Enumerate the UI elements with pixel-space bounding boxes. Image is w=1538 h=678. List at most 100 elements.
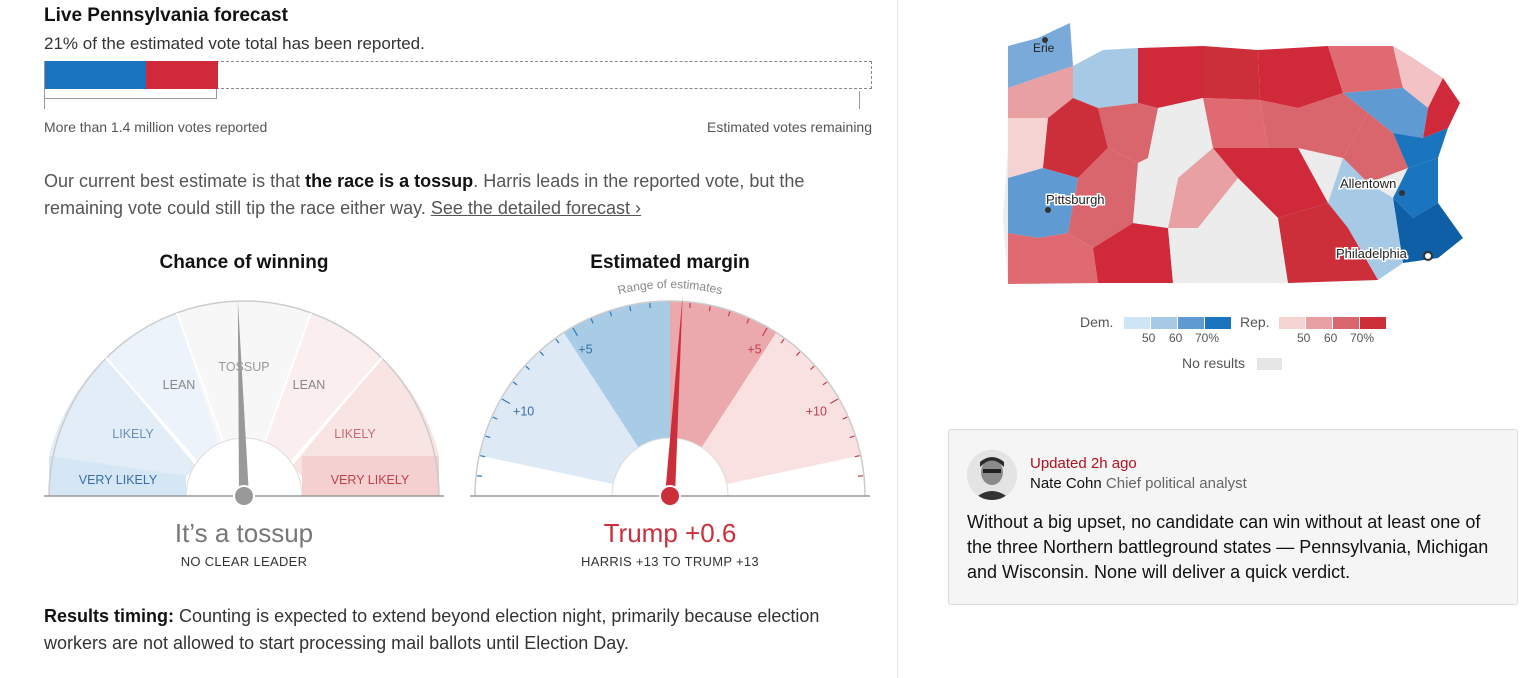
- analyst-updated: Updated 2h ago: [1030, 455, 1137, 472]
- range-of-estimates-label: Range of estimates: [616, 277, 724, 297]
- margin-tick: [525, 365, 530, 370]
- timing-text: Counting is expected to extend beyond el…: [44, 606, 820, 653]
- city-label-philadelphia: Philadelphia: [1336, 246, 1408, 261]
- margin-tick: [829, 398, 839, 405]
- legend-dem-swatches: [1124, 317, 1232, 329]
- margin-tick: [780, 338, 785, 344]
- margin-tick: [727, 311, 731, 317]
- margin-tick: [485, 435, 491, 439]
- county-philadelphia-area: [1393, 198, 1463, 263]
- county: [1133, 158, 1178, 228]
- chance-gauge-title: Chance of winning: [159, 252, 329, 273]
- margin-tick: [857, 475, 863, 477]
- county: [1043, 98, 1108, 178]
- vote-progress-bar: [44, 61, 872, 109]
- county: [1073, 48, 1138, 108]
- county: [1328, 158, 1403, 280]
- reported-vote-bar: [44, 61, 218, 99]
- votes-reported-label: More than 1.4 million votes reported: [44, 119, 268, 135]
- analyst-card: Updated 2h ago Nate Cohn Chief political…: [948, 429, 1518, 605]
- legend-rep-swatches: [1279, 317, 1387, 329]
- county: [1098, 103, 1158, 163]
- analyst-avatar: [967, 450, 1017, 500]
- legend-dem-swatch-3: [1205, 317, 1231, 329]
- county: [1393, 158, 1438, 218]
- margin-tick: [512, 381, 518, 386]
- margin-range-rep-inner: [670, 301, 777, 448]
- results-timing: Results timing: Counting is expected to …: [44, 603, 884, 657]
- margin-tick: [539, 351, 544, 356]
- summary-prefix: Our current best estimate is that: [44, 171, 306, 191]
- margin-tick: [477, 475, 483, 477]
- gauge-segment-lean-dem: [106, 313, 224, 464]
- gauge-segment-likely-rep: [292, 358, 439, 476]
- label-lean-dem: LEAN: [163, 378, 196, 392]
- county: [1423, 78, 1460, 138]
- legend-dem-tick: 60: [1169, 331, 1183, 345]
- county: [1203, 46, 1260, 100]
- margin-tick: [796, 351, 801, 356]
- city-label-allentown: Allentown: [1340, 176, 1396, 191]
- county: [1168, 148, 1238, 228]
- analyst-name[interactable]: Nate Cohn: [1030, 475, 1102, 492]
- votes-remaining-label: Estimated votes remaining: [707, 119, 872, 135]
- county: [1008, 118, 1048, 178]
- chance-needle-pivot: [233, 485, 255, 507]
- margin-needle: [665, 296, 683, 497]
- county: [1093, 223, 1173, 283]
- chance-subtext: NO CLEAR LEADER: [180, 554, 308, 569]
- analyst-note: Without a big upset, no candidate can wi…: [967, 512, 1489, 582]
- city-markers: Erie Pittsburgh Allentown Philadelphia: [1033, 37, 1433, 263]
- margin-tick: [842, 416, 848, 420]
- city-label-erie: Erie: [1033, 41, 1055, 55]
- pennsylvania-county-map: Erie Pittsburgh Allentown Philadelphia: [1003, 23, 1463, 284]
- legend-no-results-label: No results: [1182, 355, 1246, 371]
- county: [1168, 178, 1288, 283]
- column-divider: [897, 0, 898, 678]
- label-lean-rep: LEAN: [293, 378, 326, 392]
- legend-rep-tick: 70%: [1350, 331, 1375, 345]
- legend-rep-tick: 50: [1297, 331, 1311, 345]
- county: [1008, 233, 1098, 284]
- remaining-tick: [859, 91, 860, 109]
- chance-gauge: VERY LIKELY VERY LIKELY LIKELY LIKELY LE…: [44, 300, 444, 507]
- margin-tick: [708, 306, 711, 312]
- margin-range-dem-inner: [563, 301, 670, 448]
- harris-reported-bar: [45, 61, 146, 89]
- county: [1213, 148, 1328, 218]
- margin-tick: [822, 381, 828, 386]
- margin-tick: [854, 455, 860, 458]
- legend-dem-tick: 50: [1142, 331, 1156, 345]
- margin-gauge: Range of estimates +5 +10 +5 +10: [470, 277, 870, 507]
- forecast-title: Live Pennsylvania forecast: [44, 5, 288, 26]
- detailed-forecast-link[interactable]: See the detailed forecast ›: [430, 198, 641, 218]
- label-likely-dem: LIKELY: [112, 427, 154, 441]
- margin-tick: [609, 311, 613, 317]
- chance-verdict: It’s a tossup: [174, 518, 314, 548]
- legend-dem-swatch-2: [1178, 317, 1204, 329]
- analyst-byline: Nate Cohn Chief political analyst: [1030, 475, 1247, 492]
- county-allentown-area: [1343, 113, 1408, 183]
- reported-tick: [44, 91, 45, 109]
- legend-rep-swatch-0: [1279, 317, 1305, 329]
- legend-rep-swatch-1: [1306, 317, 1332, 329]
- legend-rep-label: Rep.: [1240, 314, 1270, 330]
- county: [1278, 203, 1378, 283]
- county: [1008, 66, 1073, 118]
- margin-tick: [810, 365, 815, 370]
- tick-label-rep-10: +10: [806, 405, 827, 419]
- legend-dem-swatch-1: [1151, 317, 1177, 329]
- legend-rep-swatch-2: [1333, 317, 1359, 329]
- gauge-segment-lean-rep: [264, 313, 382, 464]
- county: [1393, 128, 1448, 168]
- reported-text: 21% of the estimated vote total has been…: [44, 34, 425, 53]
- margin-tick: [629, 306, 632, 312]
- forecast-summary: Our current best estimate is that the ra…: [44, 168, 874, 222]
- gauge-segment-very-likely-rep: [302, 456, 439, 496]
- margin-tick: [590, 318, 594, 324]
- legend-dem-tick: 70%: [1195, 331, 1220, 345]
- county: [1260, 93, 1368, 158]
- label-likely-rep: LIKELY: [334, 427, 376, 441]
- legend-rep-tick: 60: [1324, 331, 1338, 345]
- county: [1258, 46, 1343, 108]
